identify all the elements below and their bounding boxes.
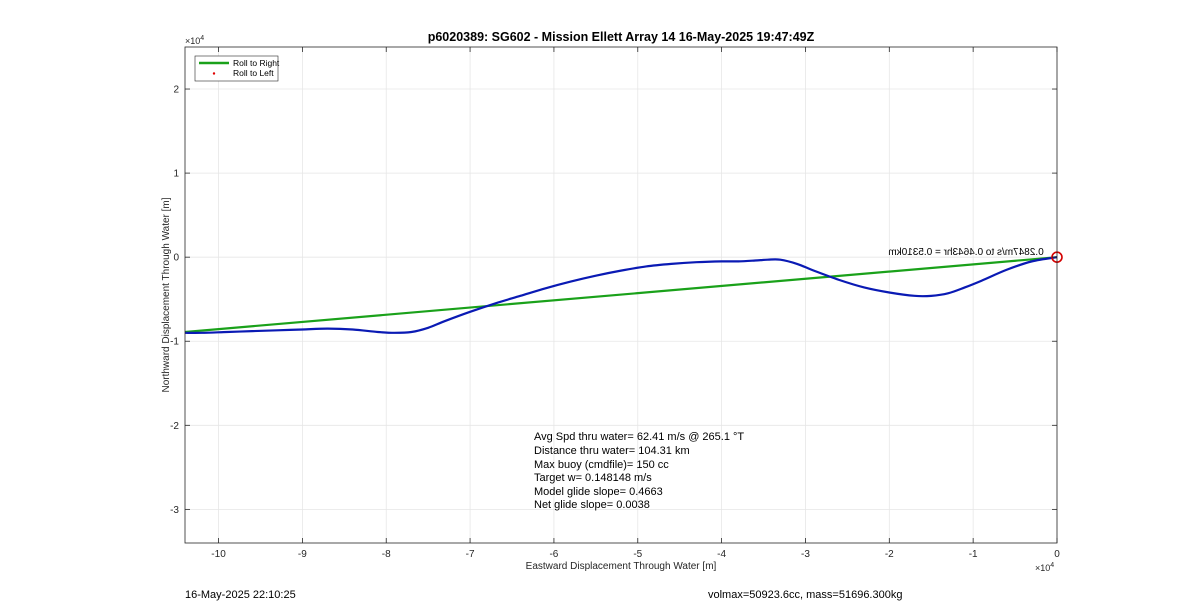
- y-tick-label: 0: [173, 253, 179, 264]
- y-exponent-label: ×104: [185, 35, 204, 46]
- legend-marker-roll-left: [212, 72, 216, 75]
- stat-model-glide-slope: Model glide slope= 0.4663: [534, 486, 663, 498]
- y-tick-label: -3: [170, 505, 179, 516]
- x-axis-ticks: -10 -9 -8 -7 -6 -5 -4 -3 -2 -1 0: [211, 47, 1060, 560]
- legend-label-roll-left: Roll to Left: [233, 68, 274, 78]
- y-axis-ticks: -3 -2 -1 0 1 2: [170, 85, 1057, 516]
- x-tick-label: -1: [969, 549, 978, 560]
- y-tick-label: 1: [173, 169, 179, 180]
- svg-text:×104: ×104: [185, 35, 204, 46]
- stat-distance: Distance thru water= 104.31 km: [534, 445, 690, 457]
- x-tick-label: -6: [549, 549, 558, 560]
- axes-frame: [184, 46, 1058, 544]
- x-tick-label: -2: [885, 549, 894, 560]
- x-tick-label: -4: [717, 549, 726, 560]
- x-tick-label: 0: [1054, 549, 1060, 560]
- legend-box: [194, 55, 279, 82]
- y-tick-label: -1: [170, 337, 179, 348]
- x-exponent-power: 4: [1050, 562, 1054, 569]
- y-tick-label: 2: [173, 85, 179, 96]
- series-track: [185, 256, 1057, 334]
- x-axis-label: Eastward Displacement Through Water [m]: [526, 561, 717, 572]
- mirrored-annotation: 0.2847m/s to 0.4643hr = 0.5310km: [888, 247, 1043, 258]
- series-roll-to-right: [185, 256, 1057, 334]
- x-tick-label: -7: [466, 549, 475, 560]
- svg-text:×104: ×104: [1035, 562, 1054, 573]
- x-exponent-base: ×10: [1035, 563, 1050, 573]
- x-tick-label: -3: [801, 549, 810, 560]
- footer-volmax-mass: volmax=50923.6cc, mass=51696.300kg: [708, 589, 903, 601]
- footer-timestamp: 16-May-2025 22:10:25: [185, 589, 296, 601]
- x-tick-label: -8: [382, 549, 391, 560]
- y-tick-label: -2: [170, 421, 179, 432]
- stat-target-w: Target w= 0.148148 m/s: [534, 472, 652, 484]
- legend: Roll to Right Roll to Left: [194, 55, 280, 82]
- y-axis-label: Northward Displacement Through Water [m]: [161, 197, 172, 392]
- x-tick-label: -5: [633, 549, 642, 560]
- stats-block: Avg Spd thru water= 62.41 m/s @ 265.1 °T…: [534, 431, 744, 511]
- y-exponent-power: 4: [200, 35, 204, 42]
- stat-avg-speed: Avg Spd thru water= 62.41 m/s @ 265.1 °T: [534, 431, 744, 443]
- y-exponent-base: ×10: [185, 36, 200, 46]
- chart-title: p6020389: SG602 - Mission Ellett Array 1…: [428, 30, 815, 44]
- x-tick-label: -9: [298, 549, 307, 560]
- stat-net-glide-slope: Net glide slope= 0.0038: [534, 499, 650, 511]
- x-tick-label: -10: [211, 549, 226, 560]
- stat-max-buoy: Max buoy (cmdfile)= 150 cc: [534, 459, 669, 471]
- x-exponent-label: ×104: [1035, 562, 1054, 573]
- legend-label-roll-right: Roll to Right: [233, 58, 280, 68]
